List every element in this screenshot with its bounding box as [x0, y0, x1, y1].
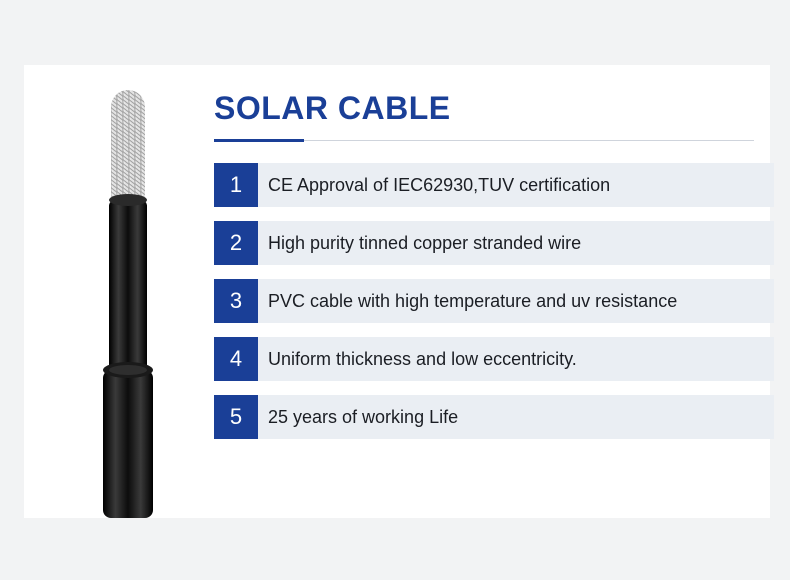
product-title: SOLAR CABLE: [214, 90, 774, 127]
feature-number: 2: [214, 221, 258, 265]
product-card: SOLAR CABLE 1 CE Approval of IEC62930,TU…: [24, 65, 770, 518]
feature-row: 2 High purity tinned copper stranded wir…: [214, 221, 774, 265]
content-area: SOLAR CABLE 1 CE Approval of IEC62930,TU…: [214, 90, 774, 453]
feature-number: 1: [214, 163, 258, 207]
feature-text: CE Approval of IEC62930,TUV certificatio…: [258, 163, 774, 207]
feature-number: 5: [214, 395, 258, 439]
feature-row: 3 PVC cable with high temperature and uv…: [214, 279, 774, 323]
feature-row: 5 25 years of working Life: [214, 395, 774, 439]
solar-cable-illustration: [99, 90, 157, 518]
feature-row: 4 Uniform thickness and low eccentricity…: [214, 337, 774, 381]
feature-number: 4: [214, 337, 258, 381]
feature-text: 25 years of working Life: [258, 395, 774, 439]
title-rule: [214, 139, 754, 143]
feature-text: PVC cable with high temperature and uv r…: [258, 279, 774, 323]
feature-text: High purity tinned copper stranded wire: [258, 221, 774, 265]
feature-text: Uniform thickness and low eccentricity.: [258, 337, 774, 381]
rule-thick-accent: [214, 139, 304, 142]
feature-row: 1 CE Approval of IEC62930,TUV certificat…: [214, 163, 774, 207]
feature-number: 3: [214, 279, 258, 323]
